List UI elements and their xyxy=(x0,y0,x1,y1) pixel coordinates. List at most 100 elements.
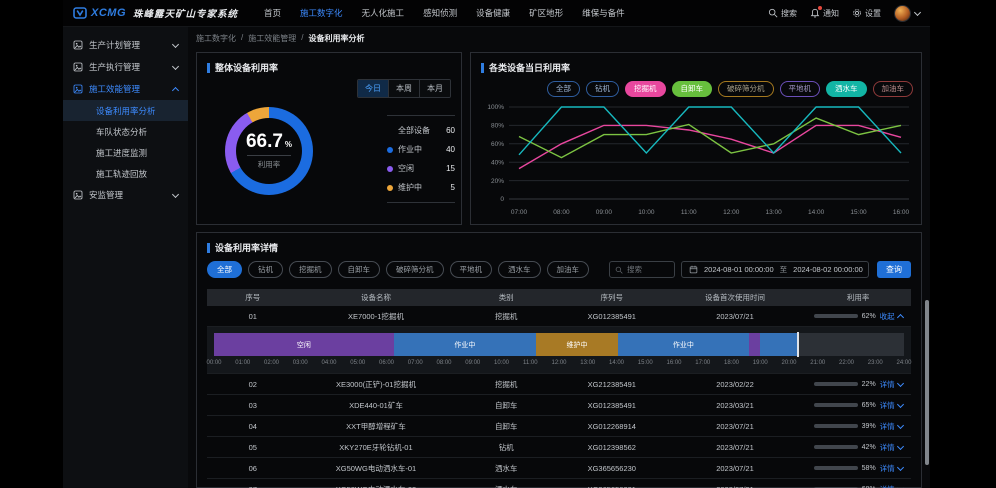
tag-全部[interactable]: 全部 xyxy=(547,81,580,97)
filter-洒水车[interactable]: 洒水车 xyxy=(498,261,541,278)
serial-number: XG012398562 xyxy=(587,442,636,452)
table-row[interactable]: 01 XE7000-1挖掘机 挖掘机 XG012385491 2023/07/21 62%… xyxy=(207,306,911,327)
first-use-date: 2023/07/21 xyxy=(716,311,754,321)
tag-洒水车[interactable]: 洒水车 xyxy=(826,81,867,97)
time-tick-label: 09:00 xyxy=(465,360,481,366)
chevron-down-icon xyxy=(171,62,180,70)
utilization-value: 66.7% xyxy=(245,131,293,152)
chevron-up-icon xyxy=(896,313,904,321)
sidebar-item-安监管理[interactable]: 安监管理 xyxy=(63,184,188,206)
y-tick-label: 0 xyxy=(500,196,504,203)
sidebar-item-生产计划管理[interactable]: 生产计划管理 xyxy=(63,34,188,56)
breadcrumb-item[interactable]: 施工数字化 xyxy=(196,34,236,43)
table-row[interactable]: 05 XKY270E牙轮钻机-01 钻机 XG012398562 2023/07/21 4… xyxy=(207,437,911,458)
tab-本月[interactable]: 本月 xyxy=(419,80,450,97)
tag-挖掘机[interactable]: 挖掘机 xyxy=(625,81,666,97)
column-header-设备首次使用时间: 设备首次使用时间 xyxy=(704,293,765,302)
table-row[interactable]: 02 XE3000(正铲)-01挖掘机 挖掘机 XG212385491 2023/02/… xyxy=(207,374,911,395)
sidebar-subitem-设备利用率分析[interactable]: 设备利用率分析 xyxy=(63,100,188,121)
search-icon xyxy=(615,266,623,274)
sidebar-subitem-施工轨迹回放[interactable]: 施工轨迹回放 xyxy=(96,168,148,179)
panel-title: 设备利用率详情 xyxy=(207,241,278,254)
donut-chart: 66.7% 利用率 xyxy=(225,107,313,195)
tab-今日[interactable]: 今日 xyxy=(358,80,388,97)
details-link[interactable]: 详情 xyxy=(880,421,904,432)
category: 挖掘机 xyxy=(494,311,518,321)
sidebar-item-生产执行管理[interactable]: 生产执行管理 xyxy=(63,56,188,78)
nav-item-首页[interactable]: 首页 xyxy=(264,8,282,18)
filter-加油车[interactable]: 加油车 xyxy=(546,261,589,278)
sidebar-item-label: 生产计划管理 xyxy=(89,40,141,50)
table-row[interactable]: 07XG50WG电动洒水车-02洒水车XG3656562312023/07/21… xyxy=(207,479,911,488)
nav-item-设备健康[interactable]: 设备健康 xyxy=(476,8,511,18)
search-input[interactable] xyxy=(627,265,669,274)
details-link[interactable]: 详情 xyxy=(880,400,904,411)
query-button[interactable]: 查询 xyxy=(877,261,911,278)
date-range-picker[interactable]: 2024-08-01 00:00:00 至 2024-08-02 00:00:0… xyxy=(681,261,869,278)
nav-item-维保与备件[interactable]: 维保与备件 xyxy=(582,8,625,18)
tag-加油车[interactable]: 加油车 xyxy=(872,81,913,97)
utilization-bar xyxy=(813,445,858,449)
category: 自卸车 xyxy=(494,400,518,410)
filter-钻机[interactable]: 钻机 xyxy=(248,261,283,278)
nav-item-无人化施工[interactable]: 无人化施工 xyxy=(361,8,405,18)
tab-本周[interactable]: 本周 xyxy=(388,80,419,97)
tag-自卸车[interactable]: 自卸车 xyxy=(671,81,712,97)
details-link[interactable]: 详情 xyxy=(880,442,904,453)
details-link[interactable]: 详情 xyxy=(880,484,904,488)
collapse-link[interactable]: 收起 xyxy=(879,311,904,322)
nav-item-感知侦测[interactable]: 感知侦测 xyxy=(423,8,458,18)
tag-平地机[interactable]: 平地机 xyxy=(779,81,820,97)
tag-破碎筛分机[interactable]: 破碎筛分机 xyxy=(718,81,774,97)
sidebar-subitem-施工进度监测[interactable]: 施工进度监测 xyxy=(96,147,148,158)
action-label: 收起 xyxy=(879,311,895,321)
filter-挖掘机[interactable]: 挖掘机 xyxy=(289,261,332,278)
breadcrumb-item[interactable]: 施工效能管理 xyxy=(248,34,297,43)
utilization-bar xyxy=(813,466,858,470)
utilization-percent: 22% xyxy=(861,380,876,388)
sidebar-item-施工效能管理[interactable]: 施工效能管理 xyxy=(63,78,188,100)
utilization-percent: 58% xyxy=(861,464,876,472)
sidebar-subitem-车队状态分析[interactable]: 车队状态分析 xyxy=(96,126,148,137)
filter-全部[interactable]: 全部 xyxy=(207,261,242,278)
filter-平地机[interactable]: 平地机 xyxy=(449,261,492,278)
utilization-percent: 65% xyxy=(861,401,876,409)
equipment-name: XKY270E牙轮钻机-01 xyxy=(339,442,413,452)
legend-dot xyxy=(387,184,393,191)
series-洒水车 xyxy=(518,106,902,156)
nav-item-矿区地形[interactable]: 矿区地形 xyxy=(529,8,564,18)
category: 洒水车 xyxy=(453,484,559,488)
legend-row-维护中: 维护中 5 xyxy=(387,178,455,197)
breadcrumb: 施工数字化 / 施工效能管理 / 设备利用率分析 xyxy=(196,33,364,44)
search-action[interactable]: 搜索 xyxy=(768,8,797,19)
chevron-down-icon xyxy=(896,484,904,488)
settings-label: 设置 xyxy=(865,8,881,18)
legend-label: 维护中 xyxy=(398,183,422,192)
serial-number: XG365656231 xyxy=(559,485,665,488)
settings-action[interactable]: 设置 xyxy=(852,8,881,19)
filter-破碎筛分机[interactable]: 破碎筛分机 xyxy=(386,261,444,278)
overall-utilization-panel: 整体设备利用率 今日 本周 本月 66.7% 利用率 全部设备 60 作业中 40 空闲 15… xyxy=(196,52,462,225)
avatar[interactable] xyxy=(894,4,911,22)
notifications-action[interactable]: 通知 xyxy=(810,5,839,19)
x-tick-label: 15:00 xyxy=(850,209,867,216)
category: 自卸车 xyxy=(494,421,518,431)
nav-item-施工数字化[interactable]: 施工数字化 xyxy=(300,8,343,18)
x-tick-label: 09:00 xyxy=(596,209,613,216)
search-box[interactable] xyxy=(609,261,675,278)
filter-自卸车[interactable]: 自卸车 xyxy=(337,261,380,278)
first-use-date: 2023/07/21 xyxy=(716,442,754,452)
details-link[interactable]: 详情 xyxy=(880,379,904,390)
table-row[interactable]: 04 XXT甲醇增程矿车 自卸车 XG012268914 2023/07/21 39% 详情 xyxy=(207,416,911,437)
user-menu[interactable] xyxy=(894,4,922,22)
tag-钻机[interactable]: 钻机 xyxy=(586,81,619,97)
details-link[interactable]: 详情 xyxy=(880,463,904,474)
utilization-bar xyxy=(813,403,858,407)
first-use-date: 2023/02/22 xyxy=(716,379,754,389)
table-row[interactable]: 03 XDE440-01矿车 自卸车 XG012385491 2023/03/21 65%… xyxy=(207,395,911,416)
scrollbar-thumb[interactable] xyxy=(925,300,929,465)
chevron-down-icon xyxy=(171,40,180,48)
period-tabs: 今日 本周 本月 xyxy=(357,79,451,98)
row-index: 05 xyxy=(248,442,257,452)
table-row[interactable]: 06 XG50WG电动洒水车-01 洒水车 XG365656230 2023/07/21… xyxy=(207,458,911,479)
